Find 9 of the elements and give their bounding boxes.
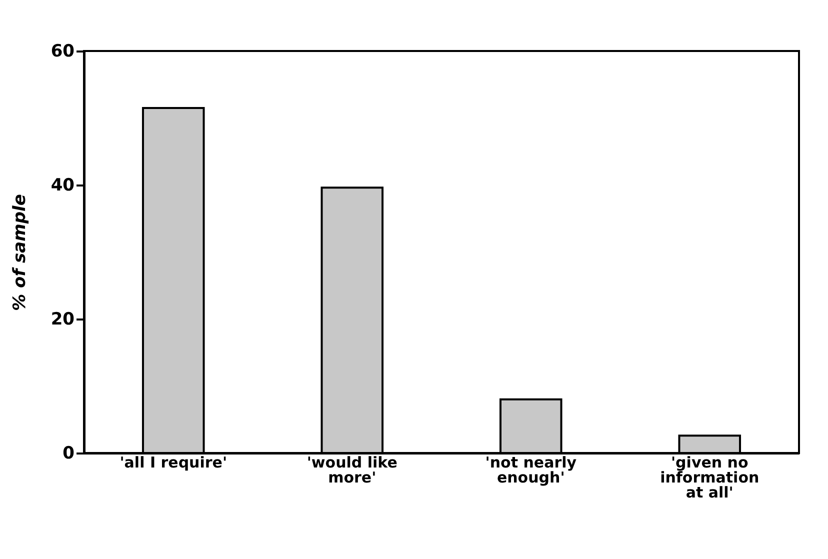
x-tick-label: 'given no information at all' bbox=[660, 454, 760, 502]
x-tick-label: 'not nearly enough' bbox=[485, 454, 577, 486]
x-tick-label: 'would like more' bbox=[306, 454, 398, 486]
y-tick-label: 40 bbox=[50, 176, 75, 196]
y-axis-title: % of sample bbox=[10, 194, 30, 311]
y-tick-label: 60 bbox=[50, 42, 75, 62]
x-tick-label: 'all I require' bbox=[120, 454, 228, 472]
y-tick-label: 20 bbox=[50, 310, 75, 330]
y-tick-label: 0 bbox=[62, 444, 75, 464]
